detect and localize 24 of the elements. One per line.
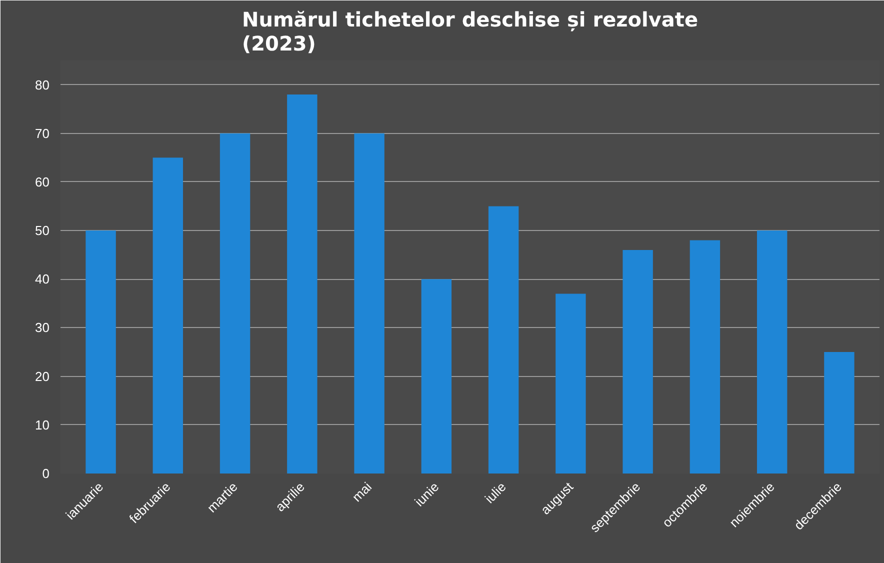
bar — [220, 133, 250, 474]
y-tick-label: 50 — [35, 223, 50, 238]
y-tick-label: 10 — [35, 417, 50, 432]
x-tick-label: iulie — [482, 479, 509, 506]
bar — [86, 230, 116, 474]
y-tick-label: 20 — [35, 368, 50, 384]
bar — [824, 352, 854, 474]
bar — [152, 158, 184, 474]
bar — [690, 240, 720, 474]
y-tick-label: 40 — [35, 272, 50, 287]
y-tick-label: 60 — [35, 174, 50, 190]
bar — [354, 133, 384, 474]
y-tick-label: 0 — [42, 466, 50, 481]
bar — [421, 279, 452, 474]
y-tick-label: 30 — [35, 320, 50, 336]
x-tick-label: mai — [349, 479, 375, 505]
bar — [556, 294, 586, 474]
y-tick-label: 70 — [35, 126, 50, 141]
bar — [287, 94, 318, 474]
bar — [622, 250, 653, 474]
bar — [756, 230, 788, 474]
bar — [488, 206, 519, 474]
y-tick-label: 80 — [35, 77, 50, 92]
chart-title: Numărul tichetelor deschise și rezolvate (2023) — [242, 8, 698, 56]
